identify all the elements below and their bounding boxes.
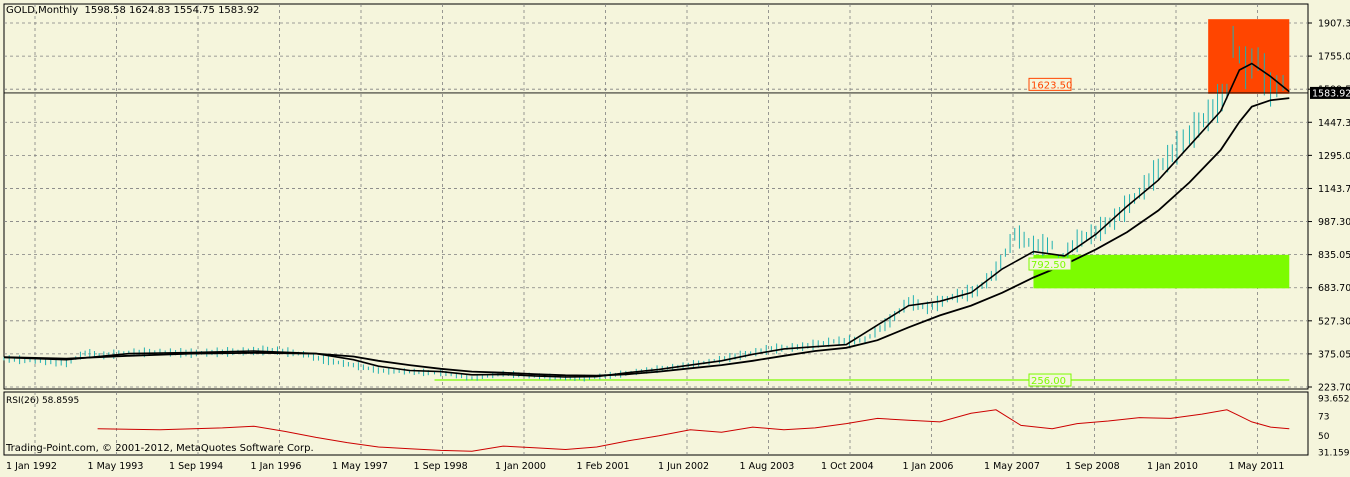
- x-tick-label: 1 Sep 1998: [414, 461, 468, 472]
- symbol-label: GOLD,Monthly: [6, 5, 79, 16]
- x-tick-label: 1 Jan 2010: [1147, 461, 1198, 472]
- x-tick-label: 1 Aug 2003: [740, 461, 795, 472]
- current-price-label: 1583.92: [1312, 88, 1350, 99]
- x-tick-label: 1 Sep 2008: [1066, 461, 1120, 472]
- rsi-y-tick-label: 50: [1318, 432, 1330, 442]
- x-tick-label: 1 May 1993: [88, 461, 144, 472]
- low-label: 256.00: [1031, 376, 1066, 387]
- x-tick-label: 1 Feb 2001: [577, 461, 630, 472]
- rsi-y-tick-label: 31.1595: [1318, 449, 1350, 459]
- rsi-y-tick-label: 73: [1318, 412, 1329, 422]
- x-tick-label: 1 May 1997: [332, 461, 388, 472]
- rsi-y-tick-label: 93.6522: [1318, 395, 1350, 405]
- x-tick-label: 1 Jun 2002: [658, 461, 709, 472]
- y-tick-label: 683.70: [1318, 283, 1350, 294]
- y-tick-label: 527.30: [1318, 316, 1350, 327]
- y-tick-label: 987.30: [1318, 217, 1350, 228]
- current-price-box: [1310, 86, 1350, 99]
- x-tick-label: 1 Oct 2004: [821, 461, 874, 472]
- x-tick-label: 1 Jan 1992: [6, 461, 57, 472]
- main-panel-border: [3, 3, 1309, 390]
- ohlc-label: 1598.58 1624.83 1554.75 1583.92: [84, 5, 260, 16]
- rsi-label: RSI(26) 58.8595: [6, 396, 80, 406]
- resistance-label: 1623.50: [1031, 80, 1072, 91]
- x-tick-label: 1 May 2011: [1229, 461, 1285, 472]
- rsi-line: [97, 409, 1290, 452]
- support-label-box: [1028, 257, 1072, 271]
- y-tick-label: 1143.70: [1318, 184, 1350, 195]
- x-tick-label: 1 Jan 2000: [495, 461, 546, 472]
- x-tick-label: 1 Sep 1994: [169, 461, 223, 472]
- copyright-label: Trading-Point.com, © 2001-2012, MetaQuot…: [6, 443, 314, 454]
- ma_fast-line: [3, 62, 1290, 378]
- low-label-box: [1028, 373, 1072, 387]
- support-label: 792.50: [1031, 260, 1066, 271]
- chart-header: GOLD,Monthly 1598.58 1624.83 1554.75 158…: [6, 5, 259, 16]
- y-tick-label: 1295.05: [1318, 151, 1350, 162]
- y-tick-label: 1447.30: [1318, 118, 1350, 129]
- resistance-label-box: [1028, 77, 1072, 91]
- y-tick-label: 375.05: [1318, 349, 1350, 360]
- y-tick-label: 223.70: [1318, 383, 1350, 394]
- y-tick-label: 835.05: [1318, 250, 1350, 261]
- x-tick-label: 1 Jan 1996: [251, 461, 302, 472]
- x-tick-label: 1 Jan 2006: [903, 461, 954, 472]
- rsi-panel-border: [3, 391, 1309, 456]
- x-tick-label: 1 May 2007: [984, 461, 1040, 472]
- ma_slow-line: [3, 97, 1290, 377]
- y-tick-label: 1907.30: [1318, 19, 1350, 30]
- y-tick-label: 1755.05: [1318, 52, 1350, 63]
- support-zone: [1033, 254, 1290, 289]
